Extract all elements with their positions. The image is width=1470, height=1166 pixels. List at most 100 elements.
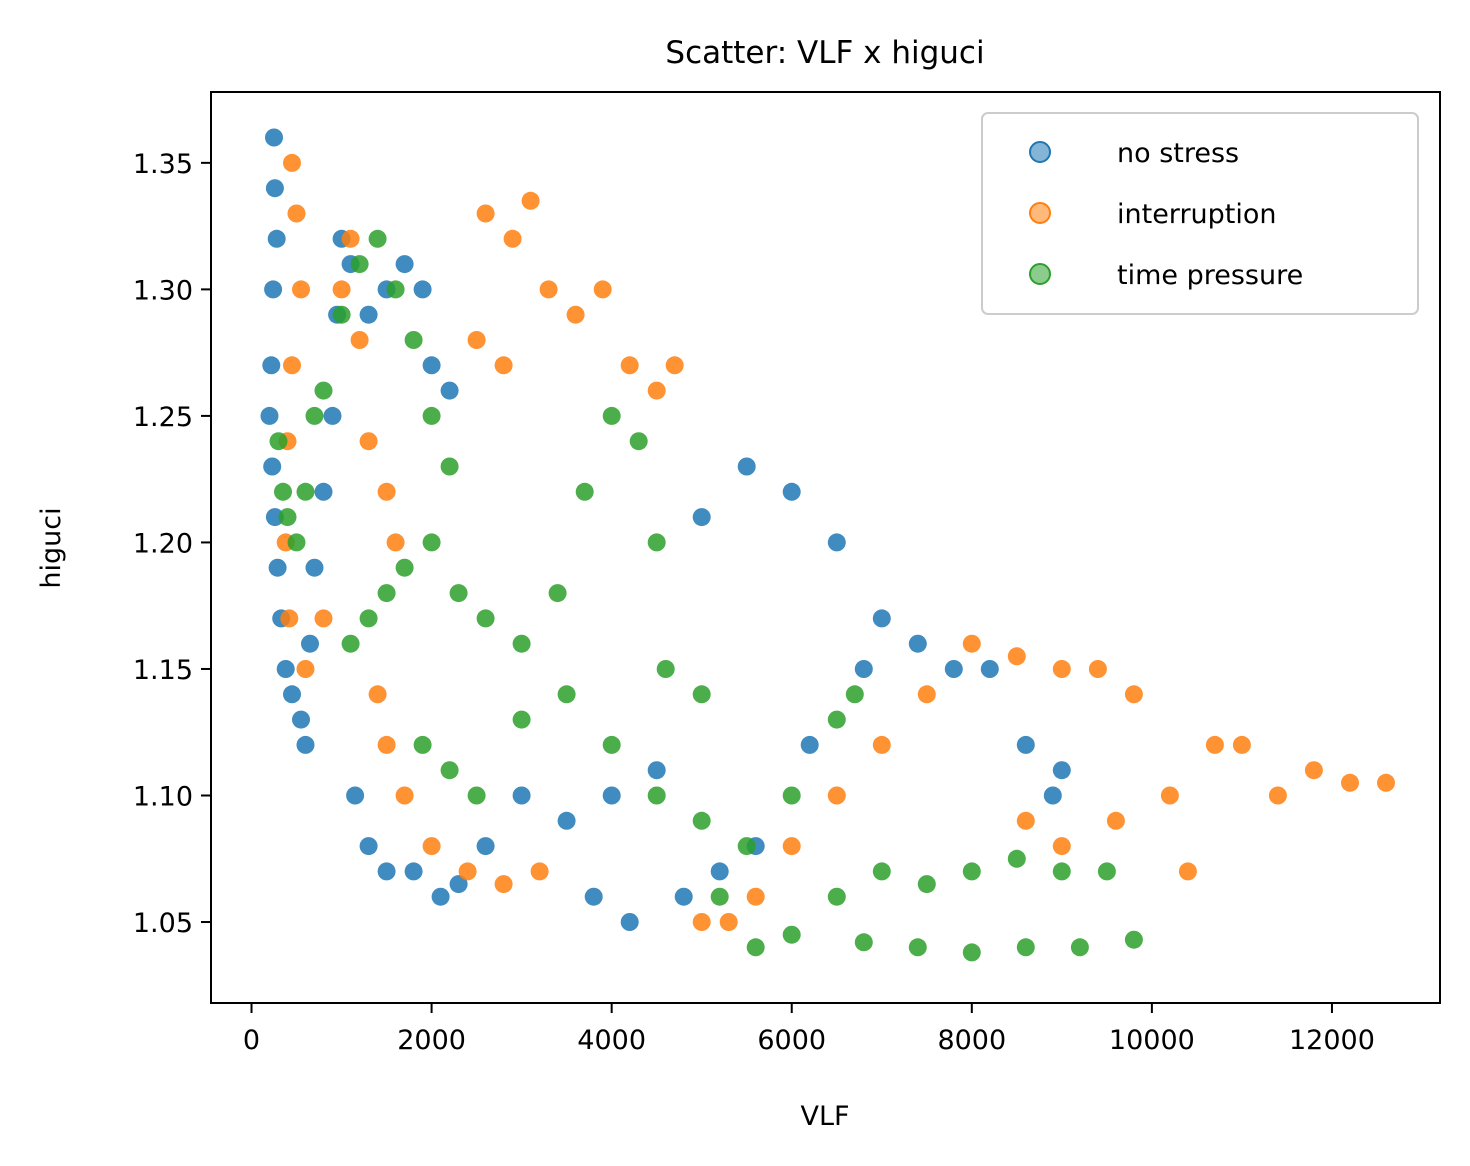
data-point bbox=[287, 204, 306, 223]
data-point bbox=[260, 406, 279, 425]
data-point bbox=[584, 887, 603, 906]
y-tick-label: 1.20 bbox=[133, 528, 193, 559]
data-point bbox=[917, 875, 936, 894]
data-point bbox=[431, 887, 450, 906]
data-point bbox=[800, 735, 819, 754]
data-point bbox=[265, 508, 284, 527]
data-point bbox=[692, 685, 711, 704]
data-point bbox=[1178, 862, 1197, 881]
data-point bbox=[629, 432, 648, 451]
data-point bbox=[1007, 849, 1026, 868]
data-point bbox=[1124, 685, 1143, 704]
data-point bbox=[1007, 647, 1026, 666]
data-point bbox=[602, 735, 621, 754]
data-point bbox=[395, 558, 414, 577]
data-point bbox=[332, 305, 351, 324]
x-axis: 0 2000 4000 6000 8000 10000 12000 bbox=[243, 1003, 1375, 1056]
y-tick-label: 1.05 bbox=[133, 908, 193, 939]
data-point bbox=[719, 913, 738, 931]
y-tick-label: 1.25 bbox=[133, 402, 193, 433]
data-point bbox=[395, 255, 414, 274]
data-point bbox=[1088, 660, 1107, 678]
data-point bbox=[368, 229, 387, 248]
data-point bbox=[827, 887, 846, 906]
data-point bbox=[413, 280, 432, 299]
data-point bbox=[265, 179, 284, 198]
y-tick-label: 1.15 bbox=[133, 655, 193, 686]
data-point bbox=[575, 482, 594, 501]
data-point bbox=[268, 558, 287, 577]
data-point bbox=[620, 913, 639, 931]
data-point bbox=[262, 356, 281, 375]
data-point bbox=[276, 660, 295, 678]
legend-label-interruption: interruption bbox=[1117, 199, 1277, 230]
x-tick-label: 2000 bbox=[397, 1025, 466, 1056]
data-point bbox=[872, 609, 891, 628]
data-point bbox=[566, 305, 585, 324]
data-point bbox=[1016, 811, 1035, 830]
data-point bbox=[710, 862, 729, 881]
data-point bbox=[782, 482, 801, 501]
legend-marker-no-stress bbox=[1029, 141, 1051, 163]
data-point bbox=[710, 887, 729, 906]
data-point bbox=[665, 356, 684, 375]
data-point bbox=[449, 875, 468, 894]
data-point bbox=[647, 761, 666, 780]
data-point bbox=[827, 786, 846, 805]
data-point bbox=[346, 786, 365, 805]
legend-label-no-stress: no stress bbox=[1117, 138, 1239, 169]
data-point bbox=[476, 609, 495, 628]
x-tick-label: 8000 bbox=[937, 1025, 1006, 1056]
data-point bbox=[1052, 862, 1071, 881]
data-point bbox=[962, 862, 981, 881]
data-point bbox=[467, 786, 486, 805]
data-point bbox=[467, 331, 486, 349]
data-point bbox=[341, 229, 360, 248]
x-tick-label: 12000 bbox=[1289, 1025, 1375, 1056]
data-point bbox=[557, 685, 576, 704]
data-point bbox=[512, 710, 531, 729]
data-point bbox=[557, 811, 576, 830]
data-point bbox=[280, 609, 299, 628]
data-point bbox=[264, 280, 283, 299]
data-point bbox=[737, 837, 756, 856]
data-point bbox=[296, 482, 315, 501]
data-point bbox=[395, 786, 414, 805]
x-tick-label: 4000 bbox=[577, 1025, 646, 1056]
data-point bbox=[872, 862, 891, 881]
data-point bbox=[692, 508, 711, 527]
data-point bbox=[1106, 811, 1125, 830]
data-point bbox=[1304, 761, 1323, 780]
legend-box bbox=[981, 112, 1419, 315]
data-point bbox=[692, 811, 711, 830]
data-point bbox=[292, 280, 310, 299]
data-point bbox=[476, 204, 495, 223]
data-point bbox=[422, 356, 441, 375]
plot-frame bbox=[210, 91, 1441, 1004]
data-point bbox=[737, 457, 756, 476]
data-point bbox=[602, 406, 621, 425]
data-point bbox=[647, 786, 666, 805]
data-point bbox=[512, 786, 531, 805]
data-point bbox=[827, 710, 846, 729]
data-point bbox=[593, 280, 612, 299]
data-point bbox=[746, 887, 765, 906]
data-point bbox=[267, 229, 286, 248]
data-point bbox=[647, 533, 666, 552]
data-point bbox=[314, 482, 333, 501]
data-point bbox=[647, 381, 666, 400]
data-point bbox=[1097, 862, 1116, 881]
data-point bbox=[422, 406, 441, 425]
data-point bbox=[377, 862, 396, 881]
data-point bbox=[341, 634, 360, 653]
data-point bbox=[1052, 837, 1071, 856]
x-tick-label: 6000 bbox=[757, 1025, 826, 1056]
data-point bbox=[301, 634, 319, 653]
data-point bbox=[1205, 735, 1224, 754]
data-point bbox=[368, 685, 387, 704]
data-point bbox=[359, 432, 378, 451]
data-point bbox=[980, 660, 999, 678]
legend-marker-interruption bbox=[1029, 202, 1051, 224]
x-tick-label: 0 bbox=[243, 1025, 260, 1056]
